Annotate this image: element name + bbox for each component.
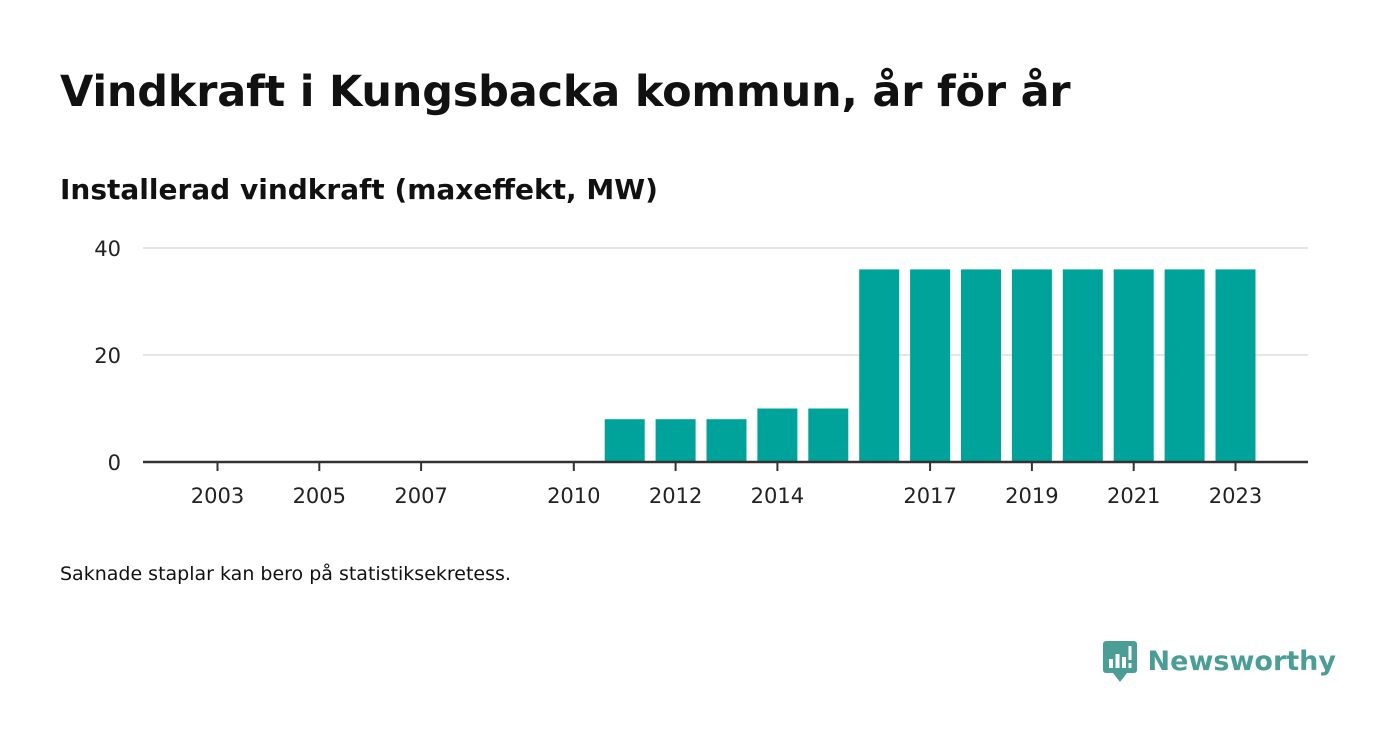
bar-2021 bbox=[1113, 269, 1154, 462]
bar-2012 bbox=[655, 419, 696, 462]
x-tick-label: 2019 bbox=[1005, 484, 1058, 508]
y-tick-label: 40 bbox=[94, 237, 121, 261]
footnote: Saknade staplar kan bero på statistiksek… bbox=[60, 563, 511, 585]
x-tick-label: 2005 bbox=[293, 484, 346, 508]
bar-2019 bbox=[1011, 269, 1052, 462]
chart-title: Vindkraft i Kungsbacka kommun, år för år bbox=[60, 67, 1071, 117]
bar-2020 bbox=[1062, 269, 1103, 462]
y-tick-label: 0 bbox=[108, 451, 121, 475]
bar-2015 bbox=[808, 408, 849, 462]
x-tick-label: 2014 bbox=[751, 484, 804, 508]
x-tick-label: 2007 bbox=[394, 484, 447, 508]
bar-2016 bbox=[859, 269, 900, 462]
bar-2011 bbox=[604, 419, 645, 462]
bar-chart: 0 20 40 2003 2005 2007 2010 2012 2014 2017 2019 202… bbox=[94, 237, 1308, 508]
bar-2022 bbox=[1164, 269, 1205, 462]
bar-2013 bbox=[706, 419, 747, 462]
x-tick-label: 2017 bbox=[903, 484, 956, 508]
x-tick-label: 2003 bbox=[191, 484, 244, 508]
bar-2023 bbox=[1215, 269, 1256, 462]
bar-2017 bbox=[910, 269, 951, 462]
x-tick-label: 2012 bbox=[649, 484, 702, 508]
newsworthy-logo-icon bbox=[1102, 641, 1137, 682]
bars bbox=[604, 269, 1256, 462]
x-tick-label: 2010 bbox=[547, 484, 600, 508]
bar-2018 bbox=[961, 269, 1001, 462]
tick-labels: 0 20 40 2003 2005 2007 2010 2012 2014 2017 2019 202… bbox=[94, 237, 1262, 508]
x-tick-label: 2021 bbox=[1107, 484, 1160, 508]
bar-2014 bbox=[757, 408, 798, 462]
x-tick-label: 2023 bbox=[1209, 484, 1262, 508]
brand-name: Newsworthy bbox=[1147, 646, 1336, 677]
y-tick-label: 20 bbox=[94, 344, 121, 368]
x-axis bbox=[143, 460, 1308, 471]
brand-logo: Newsworthy bbox=[1102, 640, 1336, 684]
chart-subtitle: Installerad vindkraft (maxeffekt, MW) bbox=[60, 173, 658, 206]
